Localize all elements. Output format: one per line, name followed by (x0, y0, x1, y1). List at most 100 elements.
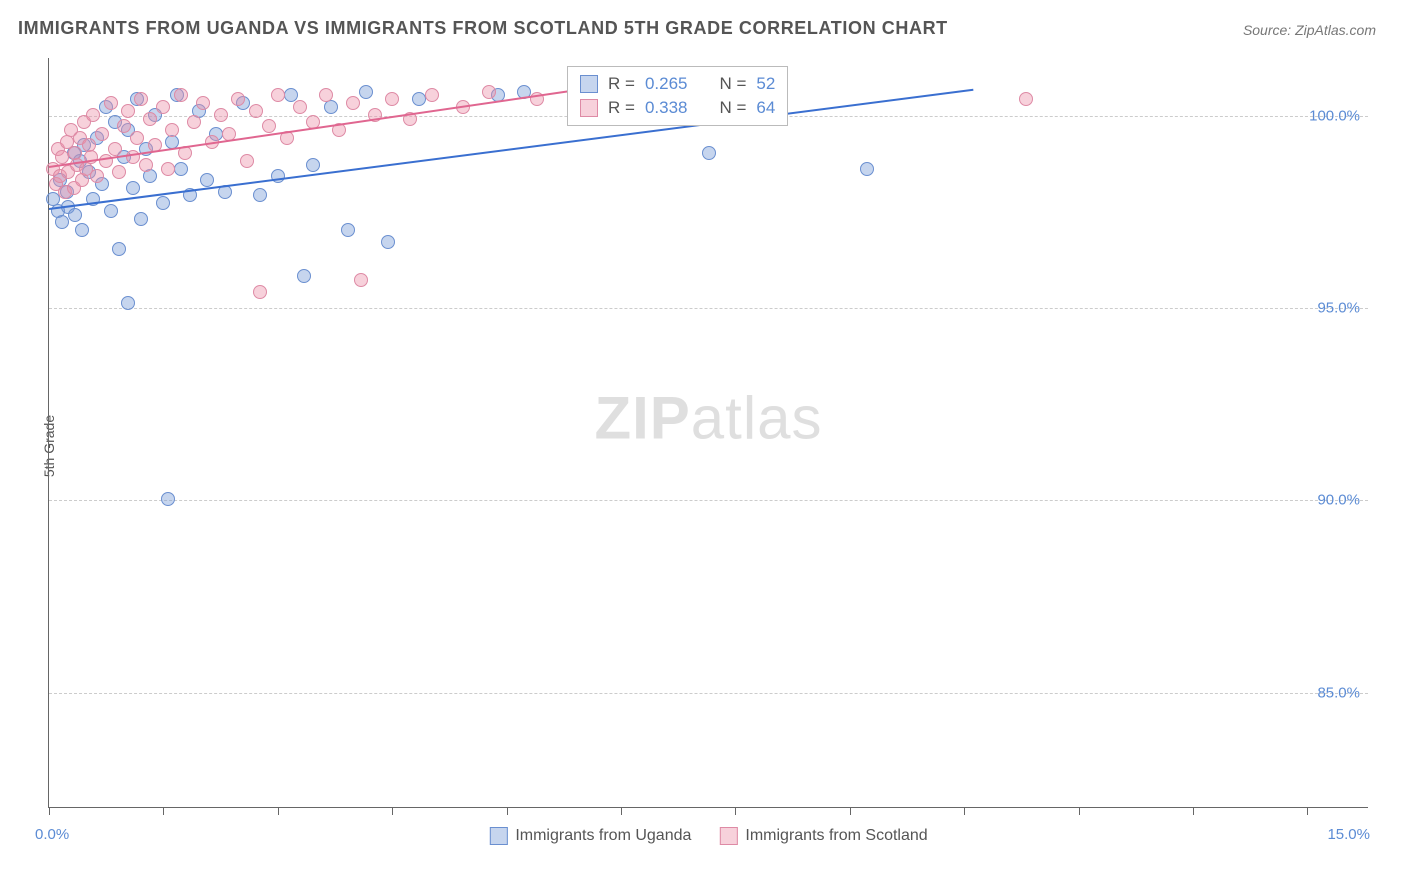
legend-swatch (580, 99, 598, 117)
legend-label: Immigrants from Uganda (515, 827, 691, 845)
y-tick-label: 95.0% (1317, 300, 1360, 317)
scatter-point (253, 285, 267, 299)
scatter-point (134, 212, 148, 226)
scatter-plot: ZIPatlas 85.0%90.0%95.0%100.0%0.0%15.0%R… (48, 58, 1368, 808)
x-tick (735, 807, 736, 815)
scatter-point (293, 100, 307, 114)
scatter-point (95, 127, 109, 141)
scatter-point (297, 269, 311, 283)
watermark: ZIPatlas (594, 383, 822, 452)
scatter-point (341, 223, 355, 237)
scatter-point (156, 100, 170, 114)
scatter-point (385, 92, 399, 106)
x-tick (850, 807, 851, 815)
x-tick (278, 807, 279, 815)
scatter-point (482, 85, 496, 99)
legend-swatch (580, 75, 598, 93)
scatter-point (240, 154, 254, 168)
stats-n-value: 64 (756, 98, 775, 118)
x-tick (1193, 807, 1194, 815)
scatter-point (1019, 92, 1033, 106)
scatter-point (161, 162, 175, 176)
scatter-point (253, 188, 267, 202)
x-tick (1079, 807, 1080, 815)
scatter-point (306, 158, 320, 172)
scatter-point (104, 204, 118, 218)
scatter-point (126, 181, 140, 195)
scatter-point (165, 123, 179, 137)
scatter-point (108, 142, 122, 156)
scatter-point (174, 88, 188, 102)
scatter-point (860, 162, 874, 176)
y-tick-label: 100.0% (1309, 107, 1360, 124)
scatter-point (134, 92, 148, 106)
x-axis-max-label: 15.0% (1327, 826, 1370, 843)
stats-r-value: 0.338 (645, 98, 688, 118)
gridline (49, 500, 1368, 501)
legend-item: Immigrants from Uganda (489, 827, 691, 845)
y-tick-label: 90.0% (1317, 492, 1360, 509)
scatter-point (130, 131, 144, 145)
scatter-point (262, 119, 276, 133)
stats-n-label: N = (719, 74, 746, 94)
scatter-point (425, 88, 439, 102)
scatter-point (319, 88, 333, 102)
scatter-point (86, 108, 100, 122)
scatter-point (187, 115, 201, 129)
scatter-point (174, 162, 188, 176)
x-tick (1307, 807, 1308, 815)
scatter-point (156, 196, 170, 210)
stats-n-label: N = (719, 98, 746, 118)
scatter-point (231, 92, 245, 106)
scatter-point (249, 104, 263, 118)
x-tick (621, 807, 622, 815)
scatter-point (104, 96, 118, 110)
scatter-point (68, 208, 82, 222)
scatter-point (112, 242, 126, 256)
scatter-point (200, 173, 214, 187)
stats-r-label: R = (608, 74, 635, 94)
x-tick (392, 807, 393, 815)
scatter-point (55, 215, 69, 229)
scatter-point (412, 92, 426, 106)
scatter-point (55, 150, 69, 164)
legend-label: Immigrants from Scotland (745, 827, 927, 845)
stats-r-value: 0.265 (645, 74, 688, 94)
scatter-point (354, 273, 368, 287)
scatter-point (346, 96, 360, 110)
gridline (49, 308, 1368, 309)
scatter-point (121, 104, 135, 118)
stats-legend: R = 0.265 N = 52 R = 0.338 N = 64 (567, 66, 788, 126)
scatter-point (214, 108, 228, 122)
scatter-point (702, 146, 716, 160)
scatter-point (90, 169, 104, 183)
scatter-point (139, 158, 153, 172)
scatter-point (161, 492, 175, 506)
scatter-point (75, 223, 89, 237)
scatter-point (143, 112, 157, 126)
legend-swatch (719, 827, 737, 845)
scatter-point (381, 235, 395, 249)
x-axis-min-label: 0.0% (35, 826, 69, 843)
x-tick (49, 807, 50, 815)
scatter-point (112, 165, 126, 179)
legend-item: Immigrants from Scotland (719, 827, 927, 845)
scatter-point (271, 88, 285, 102)
scatter-point (117, 119, 131, 133)
chart-title: IMMIGRANTS FROM UGANDA VS IMMIGRANTS FRO… (18, 18, 948, 39)
source-label: Source: ZipAtlas.com (1243, 22, 1376, 38)
legend-bottom: Immigrants from Uganda Immigrants from Sc… (489, 827, 927, 845)
x-tick (964, 807, 965, 815)
y-tick-label: 85.0% (1317, 684, 1360, 701)
gridline (49, 693, 1368, 694)
stats-row: R = 0.265 N = 52 (580, 72, 775, 96)
legend-swatch (489, 827, 507, 845)
stats-row: R = 0.338 N = 64 (580, 96, 775, 120)
scatter-point (121, 296, 135, 310)
scatter-point (359, 85, 373, 99)
stats-r-label: R = (608, 98, 635, 118)
scatter-point (196, 96, 210, 110)
x-tick (507, 807, 508, 815)
x-tick (163, 807, 164, 815)
stats-n-value: 52 (756, 74, 775, 94)
